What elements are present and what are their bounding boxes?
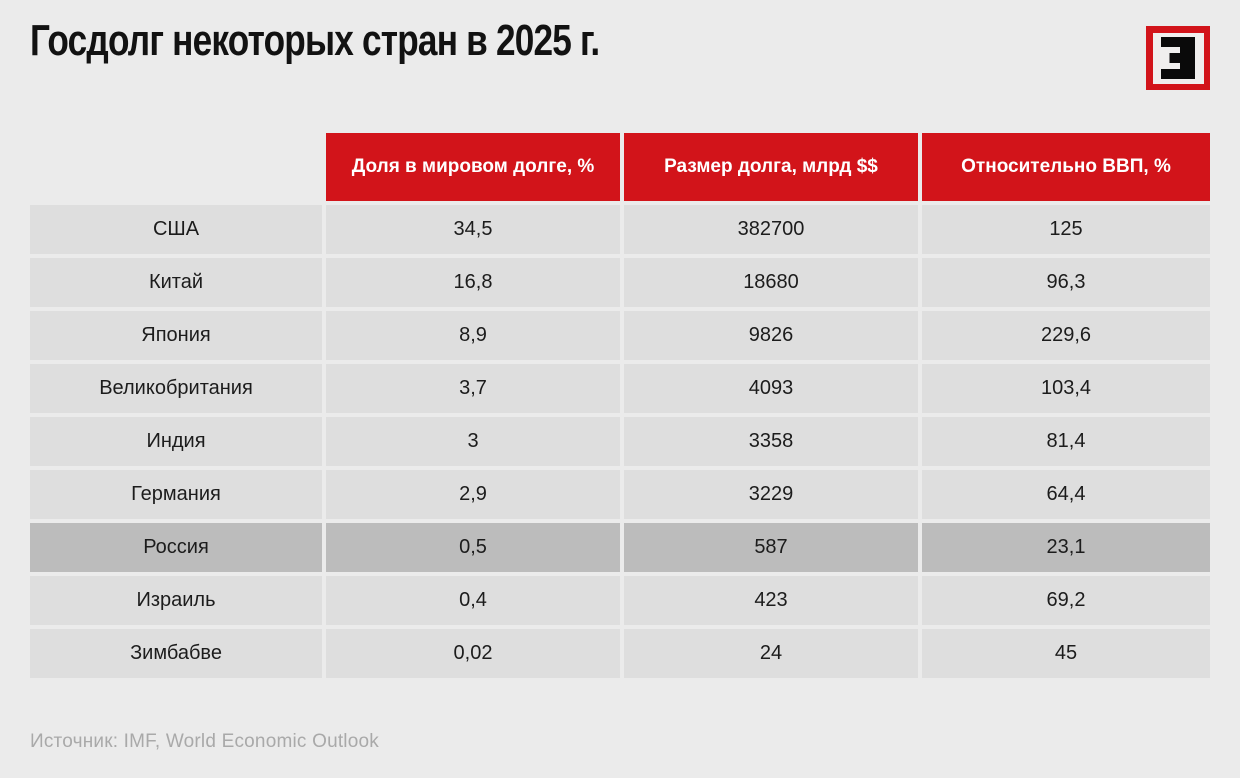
debt-cell: 423 (624, 576, 918, 625)
debt-cell: 24 (624, 629, 918, 678)
share-cell: 3,7 (326, 364, 620, 413)
debt-cell: 18680 (624, 258, 918, 307)
gdp-cell: 125 (922, 205, 1210, 254)
gdp-cell: 23,1 (922, 523, 1210, 572)
country-cell: Япония (30, 311, 322, 360)
share-cell: 34,5 (326, 205, 620, 254)
col-header-debt-size: Размер долга, млрд $$ (624, 133, 918, 201)
share-cell: 0,5 (326, 523, 620, 572)
debt-cell: 3229 (624, 470, 918, 519)
gdp-cell: 81,4 (922, 417, 1210, 466)
col-header-share-of-world-debt: Доля в мировом долге, % (326, 133, 620, 201)
share-cell: 3 (326, 417, 620, 466)
gdp-cell: 69,2 (922, 576, 1210, 625)
col-header-relative-to-gdp: Относительно ВВП, % (922, 133, 1210, 201)
page-title: Госдолг некоторых стран в 2025 г. (30, 16, 600, 65)
cyrillic-e-logo-icon (1161, 37, 1195, 79)
gdp-cell: 96,3 (922, 258, 1210, 307)
debt-table: Доля в мировом долге, % Размер долга, мл… (30, 133, 1210, 678)
brand-logo-inner (1152, 32, 1204, 84)
table-corner-spacer (30, 133, 322, 201)
country-cell: Зимбабве (30, 629, 322, 678)
country-cell: США (30, 205, 322, 254)
share-cell: 16,8 (326, 258, 620, 307)
share-cell: 2,9 (326, 470, 620, 519)
debt-cell: 587 (624, 523, 918, 572)
debt-cell: 4093 (624, 364, 918, 413)
gdp-cell: 64,4 (922, 470, 1210, 519)
share-cell: 0,4 (326, 576, 620, 625)
brand-logo (1146, 26, 1210, 90)
gdp-cell: 45 (922, 629, 1210, 678)
country-cell: Израиль (30, 576, 322, 625)
share-cell: 0,02 (326, 629, 620, 678)
country-cell: Индия (30, 417, 322, 466)
country-cell: Китай (30, 258, 322, 307)
debt-cell: 9826 (624, 311, 918, 360)
gdp-cell: 103,4 (922, 364, 1210, 413)
share-cell: 8,9 (326, 311, 620, 360)
gdp-cell: 229,6 (922, 311, 1210, 360)
debt-cell: 3358 (624, 417, 918, 466)
country-cell: Россия (30, 523, 322, 572)
country-cell: Германия (30, 470, 322, 519)
country-cell: Великобритания (30, 364, 322, 413)
debt-cell: 382700 (624, 205, 918, 254)
source-note: Источник: IMF, World Economic Outlook (30, 731, 379, 752)
